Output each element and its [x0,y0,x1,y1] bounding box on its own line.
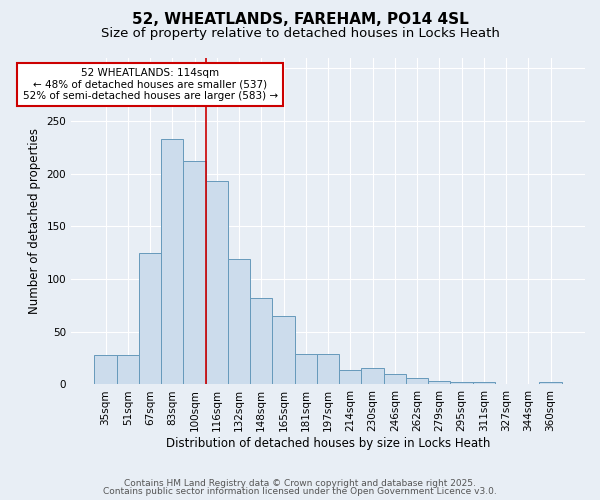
Bar [94,355,117,384]
Bar [250,298,272,384]
Y-axis label: Number of detached properties: Number of detached properties [28,128,41,314]
Bar [339,370,361,384]
Bar [383,374,406,384]
Bar [184,161,206,384]
Text: 52, WHEATLANDS, FAREHAM, PO14 4SL: 52, WHEATLANDS, FAREHAM, PO14 4SL [131,12,469,28]
Bar [317,354,339,384]
Text: Contains HM Land Registry data © Crown copyright and database right 2025.: Contains HM Land Registry data © Crown c… [124,478,476,488]
Bar [295,354,317,384]
Bar [539,382,562,384]
Bar [428,382,451,384]
Bar [361,368,383,384]
Bar [473,382,495,384]
Bar [117,355,139,384]
Bar [161,138,184,384]
Bar [406,378,428,384]
Bar [139,252,161,384]
Text: Size of property relative to detached houses in Locks Heath: Size of property relative to detached ho… [101,28,499,40]
Bar [272,316,295,384]
Bar [206,181,228,384]
Bar [451,382,473,384]
X-axis label: Distribution of detached houses by size in Locks Heath: Distribution of detached houses by size … [166,437,490,450]
Bar [228,259,250,384]
Text: 52 WHEATLANDS: 114sqm
← 48% of detached houses are smaller (537)
52% of semi-det: 52 WHEATLANDS: 114sqm ← 48% of detached … [23,68,278,101]
Text: Contains public sector information licensed under the Open Government Licence v3: Contains public sector information licen… [103,487,497,496]
